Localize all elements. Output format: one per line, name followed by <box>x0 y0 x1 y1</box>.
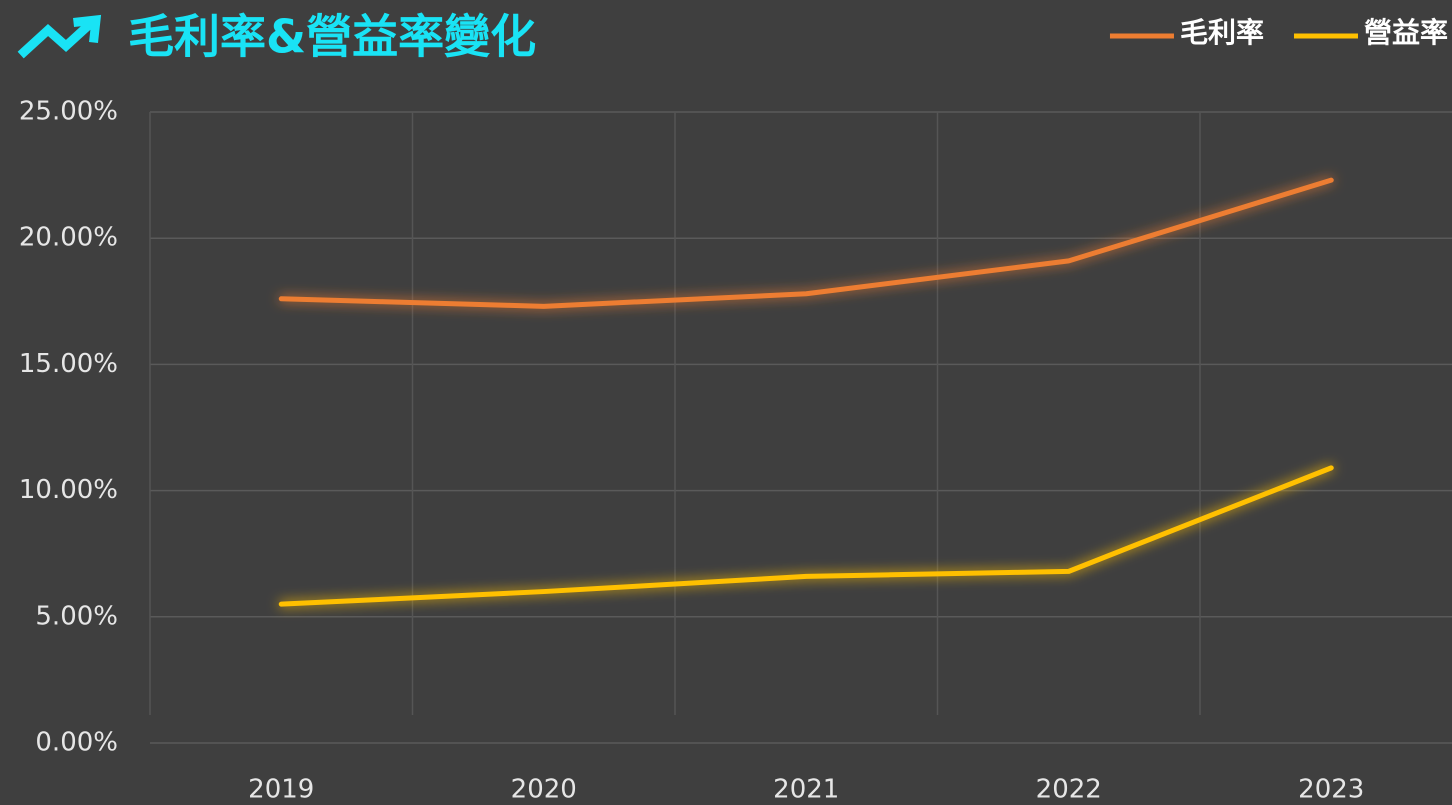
x-tick-label: 2019 <box>248 775 314 805</box>
series-line <box>278 177 1334 309</box>
y-tick-label: 5.00% <box>35 601 118 631</box>
x-tick-label: 2020 <box>511 775 577 805</box>
x-tick-label: 2022 <box>1036 775 1102 805</box>
y-tick-label: 25.00% <box>19 97 118 127</box>
legend-label: 營益率 <box>1364 16 1448 49</box>
y-tick-label: 10.00% <box>19 475 118 505</box>
y-tick-label: 0.00% <box>35 728 118 758</box>
x-tick-label: 2021 <box>773 775 839 805</box>
title-icon <box>17 14 102 59</box>
series-line <box>278 465 1334 607</box>
chart-title: 毛利率&營益率變化 <box>128 10 536 64</box>
legend-label: 毛利率 <box>1180 16 1264 49</box>
x-tick-label: 2023 <box>1298 775 1364 805</box>
y-tick-label: 15.00% <box>19 349 118 379</box>
y-tick-label: 20.00% <box>19 223 118 253</box>
